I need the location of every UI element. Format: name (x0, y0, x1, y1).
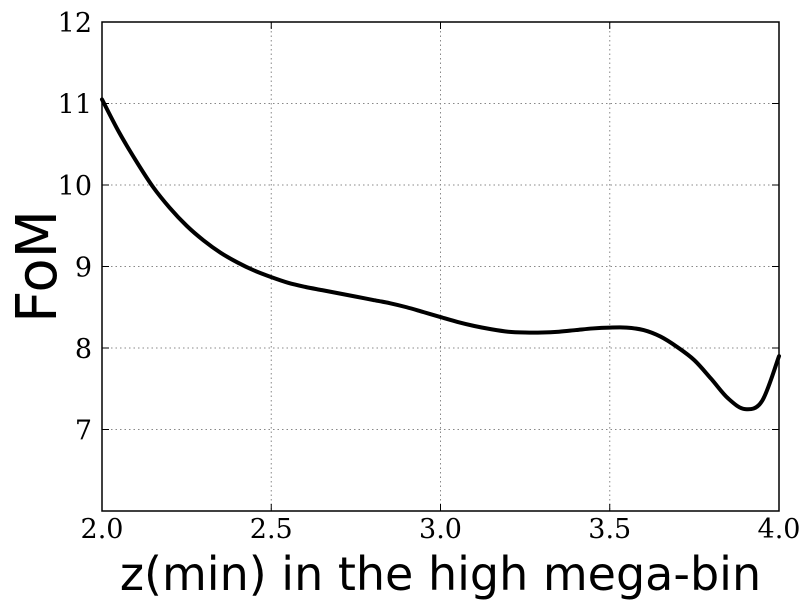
x-axis-title: z(min) in the high mega-bin (120, 547, 761, 601)
y-tick-label: 8 (75, 334, 92, 365)
y-tick-label: 11 (58, 90, 92, 121)
y-tick-label: 7 (75, 416, 92, 447)
data-series (100, 97, 781, 412)
y-axis-title: FoM (5, 210, 70, 323)
y-tick-label: 10 (58, 171, 92, 202)
y-tick-label: 9 (75, 253, 92, 284)
grid-lines (102, 22, 779, 511)
tick-labels: 2.0 2.5 3.0 3.5 4.0 7 8 9 10 11 12 (58, 8, 801, 545)
x-tick-label: 2.5 (250, 514, 293, 545)
axis-ticks (101, 21, 780, 511)
x-tick-label: 3.5 (588, 514, 631, 545)
x-tick-label: 2.0 (81, 514, 124, 545)
fom-series-line (100, 97, 781, 412)
y-tick-label: 12 (58, 8, 92, 39)
x-tick-label: 4.0 (758, 514, 801, 545)
x-tick-label: 3.0 (419, 514, 462, 545)
